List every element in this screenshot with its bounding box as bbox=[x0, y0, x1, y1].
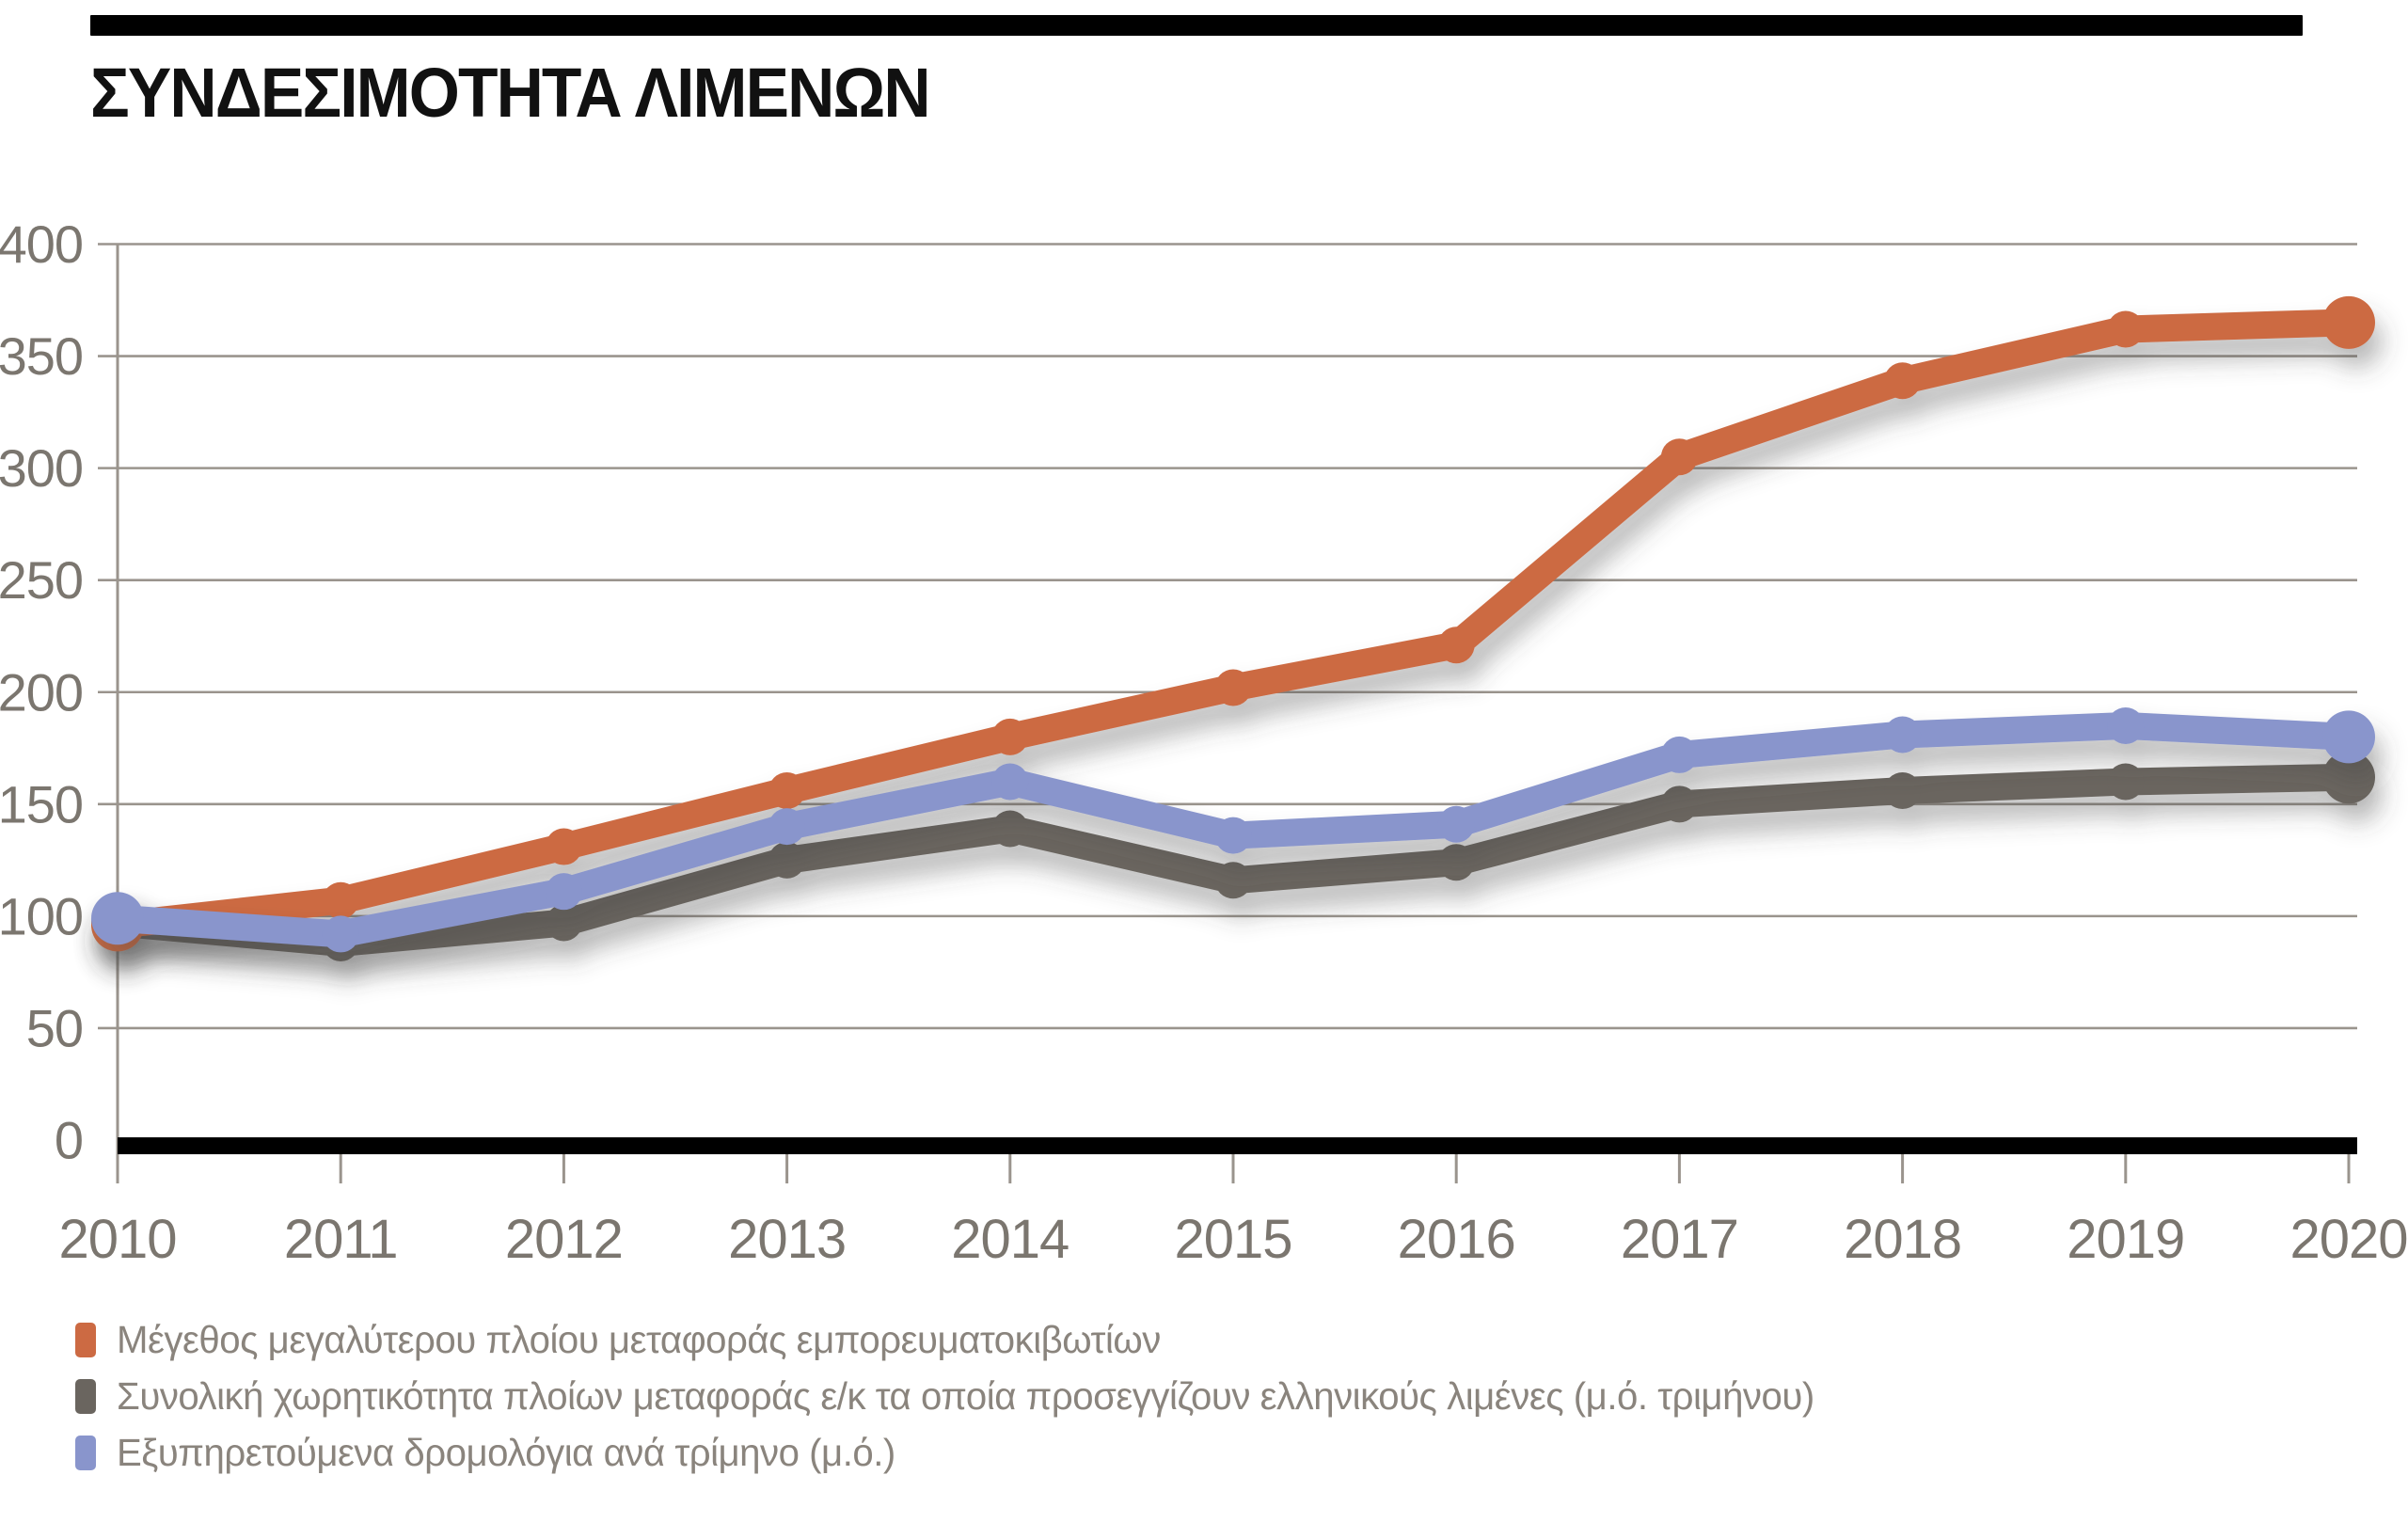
legend-item-total-capacity: Συνολική χωρητικότητα πλοίων μεταφοράς ε… bbox=[75, 1374, 1849, 1418]
data-point bbox=[1214, 669, 1252, 706]
data-point bbox=[1437, 627, 1475, 664]
gridlines bbox=[98, 243, 2357, 1030]
x-axis-tick-label: 2020 bbox=[2289, 1209, 2407, 1270]
data-point bbox=[91, 892, 144, 945]
axis-labels: 0 50 100 150 200 250 300 350 400 2010 2011 2012 2013… bbox=[0, 214, 2408, 1270]
data-point bbox=[1437, 805, 1475, 843]
data-point bbox=[1884, 716, 1922, 754]
y-axis-tick-label: 300 bbox=[0, 438, 83, 498]
legend-swatch-blue bbox=[75, 1435, 96, 1470]
data-point bbox=[991, 763, 1029, 801]
data-point bbox=[545, 904, 582, 942]
y-axis-tick-label: 350 bbox=[0, 326, 83, 386]
y-axis-tick-label: 0 bbox=[55, 1111, 83, 1170]
legend-label: Συνολική χωρητικότητα πλοίων μεταφοράς ε… bbox=[117, 1373, 1814, 1418]
legend-label: Εξυπηρετούμενα δρομολόγια ανά τρίμηνο (μ… bbox=[117, 1430, 895, 1474]
x-axis-tick-label: 2014 bbox=[951, 1209, 1069, 1270]
data-point bbox=[1214, 862, 1252, 899]
legend: Μέγεθος μεγαλύτερου πλοίου μεταφοράς εμπ… bbox=[75, 1318, 1849, 1474]
x-axis-tick-label: 2015 bbox=[1174, 1209, 1291, 1270]
x-axis-tick-label: 2017 bbox=[1621, 1209, 1738, 1270]
top-black-bar bbox=[90, 15, 2303, 36]
axes bbox=[116, 244, 2357, 1183]
data-point bbox=[1660, 785, 1698, 823]
data-point bbox=[1660, 736, 1698, 773]
data-point bbox=[2322, 295, 2375, 349]
series-2 bbox=[91, 706, 2375, 953]
data-point bbox=[322, 881, 359, 919]
data-point bbox=[1884, 772, 1922, 810]
data-point bbox=[2107, 310, 2145, 348]
y-axis-tick-label: 200 bbox=[0, 662, 83, 722]
x-axis-tick-label: 2019 bbox=[2067, 1209, 2184, 1270]
data-point bbox=[1660, 438, 1698, 476]
data-point bbox=[768, 772, 806, 810]
data-point bbox=[1437, 844, 1475, 881]
y-axis-tick-label: 150 bbox=[0, 774, 83, 833]
data-point bbox=[2107, 763, 2145, 801]
x-axis-tick-label: 2012 bbox=[505, 1209, 623, 1270]
legend-swatch-orange bbox=[75, 1322, 96, 1357]
data-point bbox=[1214, 817, 1252, 854]
x-axis-tick-label: 2018 bbox=[1844, 1209, 1961, 1270]
y-axis-tick-label: 250 bbox=[0, 550, 83, 610]
y-axis-tick-label: 50 bbox=[26, 998, 83, 1057]
y-axis-tick-label: 400 bbox=[0, 214, 83, 274]
x-axis-bar bbox=[118, 1137, 2357, 1154]
data-point bbox=[2322, 710, 2375, 764]
y-axis-tick-label: 100 bbox=[0, 886, 83, 945]
data-point bbox=[768, 808, 806, 846]
x-axis-tick-label: 2010 bbox=[58, 1209, 176, 1270]
data-point bbox=[991, 718, 1029, 755]
page-title: ΣΥΝΔΕΣΙΜΟΤΗΤΑ ΛΙΜΕΝΩΝ bbox=[90, 54, 931, 132]
x-axis-tick-label: 2016 bbox=[1398, 1209, 1515, 1270]
data-point bbox=[1884, 362, 1922, 400]
legend-item-routes: Εξυπηρετούμενα δρομολόγια ανά τρίμηνο (μ… bbox=[75, 1431, 1849, 1474]
data-point bbox=[2322, 751, 2375, 804]
data-point bbox=[2107, 706, 2145, 744]
series-layer bbox=[91, 295, 2375, 961]
x-axis-tick-label: 2011 bbox=[284, 1209, 398, 1270]
legend-label: Μέγεθος μεγαλύτερου πλοίου μεταφοράς εμπ… bbox=[117, 1317, 1161, 1361]
x-axis-tick-label: 2013 bbox=[728, 1209, 846, 1270]
data-point bbox=[768, 841, 806, 879]
data-point bbox=[322, 915, 359, 953]
data-point bbox=[545, 873, 582, 911]
legend-item-largest-ship: Μέγεθος μεγαλύτερου πλοίου μεταφοράς εμπ… bbox=[75, 1318, 1849, 1361]
data-point bbox=[545, 828, 582, 865]
legend-swatch-gray bbox=[75, 1378, 96, 1414]
data-point bbox=[991, 810, 1029, 848]
